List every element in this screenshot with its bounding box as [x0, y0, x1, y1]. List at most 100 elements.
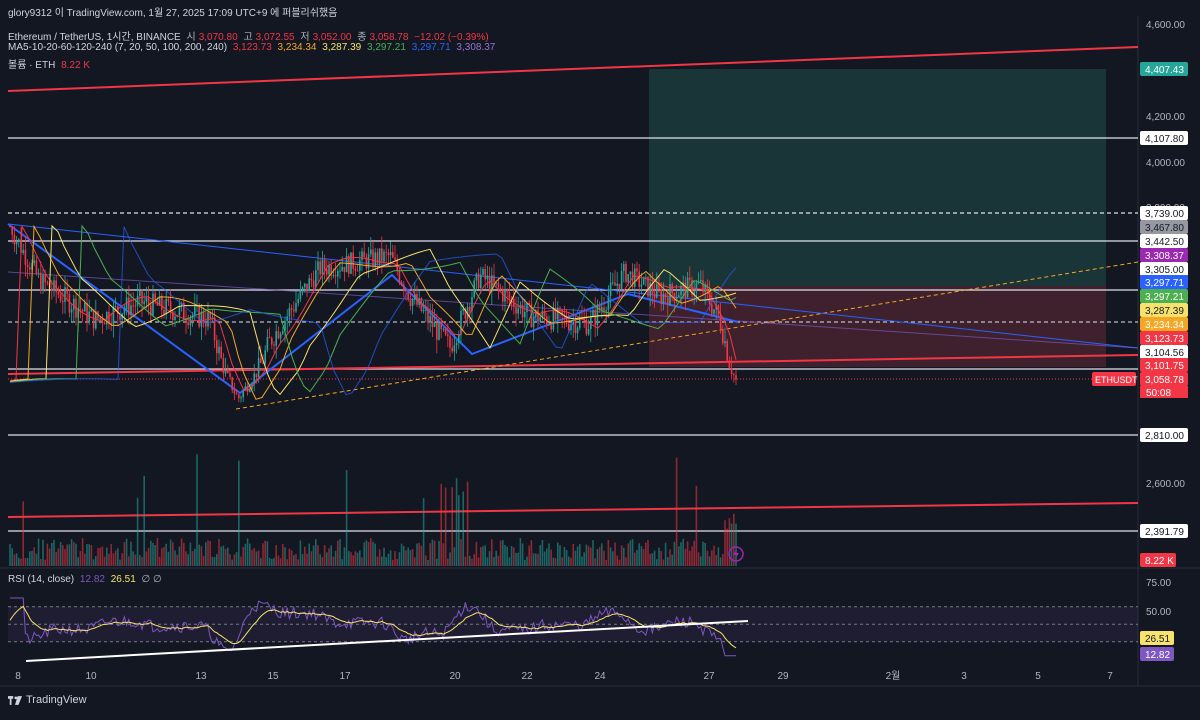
volume-bar: [471, 558, 473, 566]
volume-bar: [172, 542, 174, 566]
volume-bar: [381, 556, 383, 566]
volume-bar: [548, 543, 550, 566]
candle-body: [502, 289, 504, 302]
rsi-ma-label: 26.51: [1145, 634, 1170, 645]
time-tick-label: 17: [339, 671, 351, 682]
volume-bar: [235, 552, 238, 566]
candle-body: [601, 307, 603, 310]
volume-bar: [477, 557, 480, 566]
candle-body: [442, 328, 445, 330]
candle-body: [112, 306, 115, 325]
candle-body: [440, 321, 442, 330]
candle-body: [427, 309, 429, 323]
price-tick-label: 4,000.00: [1146, 158, 1185, 169]
volume-bar: [733, 513, 735, 566]
volume-bar: [565, 549, 568, 566]
candle-body: [132, 305, 134, 307]
candle-body: [231, 377, 233, 391]
candle-body: [425, 309, 427, 311]
rsi-line: [10, 597, 736, 657]
price-label: 2,810.00: [1145, 431, 1184, 442]
volume-bar: [66, 544, 68, 566]
volume-bar: [275, 545, 277, 566]
candle-body: [403, 284, 405, 291]
volume-bar: [537, 553, 539, 566]
candle-body: [645, 276, 647, 278]
volume-bar: [187, 554, 189, 566]
volume-bar: [253, 548, 255, 566]
volume-bar: [594, 558, 596, 566]
volume-bar: [504, 545, 506, 566]
candle-body: [508, 292, 511, 299]
candle-body: [521, 304, 524, 318]
ma-value: 3,234.34: [277, 42, 317, 53]
candle-body: [433, 322, 436, 328]
candle-body: [51, 288, 53, 291]
candle-body: [244, 386, 247, 391]
volume-bar: [488, 551, 491, 566]
volume-bar: [598, 547, 601, 566]
candle-body: [695, 282, 698, 292]
price-tick-label: 4,200.00: [1146, 112, 1185, 123]
volume-bar: [370, 538, 372, 566]
volume-bar: [546, 548, 548, 566]
volume-bar: [128, 556, 130, 566]
volume-bar: [46, 543, 49, 566]
volume-bar: [693, 540, 695, 566]
volume-bar: [620, 545, 623, 566]
candle-body: [728, 360, 731, 369]
trend-line-upper: [7, 46, 1139, 92]
candle-body: [680, 285, 682, 296]
volume-bar: [585, 544, 588, 566]
volume-bar: [508, 557, 511, 566]
candle-body: [370, 249, 372, 255]
candle-body: [196, 305, 198, 307]
volume-bar: [110, 544, 112, 566]
volume-bar: [640, 546, 643, 566]
candle-body: [724, 341, 726, 344]
tradingview-logo-icon: [8, 695, 22, 705]
volume-bar: [673, 541, 676, 566]
volume-bar: [229, 554, 231, 566]
candle-body: [317, 261, 319, 271]
volume-bar: [499, 540, 502, 566]
volume-bar: [185, 551, 187, 566]
candle-body: [268, 337, 271, 339]
candle-body: [671, 283, 673, 294]
ma-legend: MA5-10-20-60-120-240 (7, 20, 50, 100, 20…: [8, 42, 498, 53]
price-label: 4,107.80: [1145, 134, 1184, 145]
volume-bar: [422, 498, 425, 566]
candle-body: [499, 287, 502, 290]
tradingview-logo[interactable]: TradingView: [8, 694, 87, 706]
volume-bar: [150, 540, 152, 566]
volume-bar: [95, 556, 97, 566]
candle-body: [330, 265, 332, 276]
volume-bar: [37, 538, 40, 566]
candle-body: [416, 294, 418, 305]
candle-body: [152, 293, 154, 316]
candle-body: [436, 322, 438, 340]
price-label: 3,104.56: [1145, 348, 1184, 359]
candle-body: [629, 271, 632, 275]
candle-body: [394, 257, 396, 260]
candle-body: [33, 260, 35, 264]
volume-bar: [262, 543, 264, 566]
candle-body: [356, 270, 359, 272]
volume-bar: [103, 556, 106, 566]
candle-body: [460, 310, 462, 335]
candle-body: [26, 264, 29, 268]
volume-bar: [570, 557, 572, 566]
candle-body: [620, 271, 623, 289]
candle-body: [273, 344, 275, 346]
volume-bar: [326, 552, 328, 566]
candle-body: [713, 309, 715, 314]
candle-body: [194, 306, 196, 316]
volume-bar: [62, 545, 64, 566]
open-value: 3,070.80: [198, 32, 238, 43]
candle-body: [691, 279, 693, 295]
volume-bar: [722, 554, 724, 566]
candle-body: [455, 342, 458, 346]
volume-bar: [136, 497, 139, 566]
